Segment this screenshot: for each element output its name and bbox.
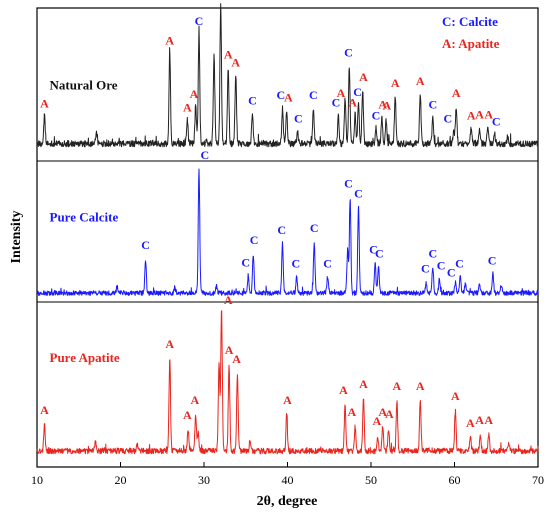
peak-label: A bbox=[475, 107, 484, 121]
legend-calcite: C: Calcite bbox=[442, 14, 498, 29]
peak-label: C bbox=[250, 233, 259, 247]
peak-label: C bbox=[277, 223, 286, 237]
peak-label: A bbox=[451, 389, 460, 403]
peak-label: A bbox=[190, 87, 199, 101]
peak-label: A bbox=[190, 393, 199, 407]
peak-label: A bbox=[484, 107, 493, 121]
peak-label: C bbox=[332, 96, 341, 110]
peak-label: A bbox=[416, 74, 425, 88]
series-name-label: Natural Ore bbox=[50, 78, 118, 93]
peak-label: C bbox=[200, 148, 209, 162]
peak-label: A bbox=[348, 96, 357, 110]
peak-label: A bbox=[284, 91, 293, 105]
x-tick-label: 70 bbox=[532, 473, 544, 487]
peak-label: A bbox=[467, 108, 476, 122]
peak-label: A bbox=[40, 97, 49, 111]
x-tick-label: 60 bbox=[449, 473, 461, 487]
series-layer bbox=[36, 3, 539, 455]
peak-label: C bbox=[488, 254, 497, 268]
x-tick-label: 30 bbox=[198, 473, 210, 487]
peak-label: C bbox=[447, 265, 456, 279]
peak-label: C bbox=[248, 94, 257, 108]
peak-label: A bbox=[347, 405, 356, 419]
peak-label: C bbox=[344, 45, 353, 59]
peak-label: A bbox=[475, 413, 484, 427]
peak-label: C bbox=[241, 255, 250, 269]
peak-label: A bbox=[224, 293, 233, 307]
peak-label: A bbox=[339, 383, 348, 397]
peak-label: A bbox=[391, 76, 400, 90]
peak-label: A bbox=[466, 416, 475, 430]
x-axis-label: 2θ, degree bbox=[257, 494, 318, 509]
peak-label: C bbox=[492, 114, 501, 128]
peak-label: A bbox=[231, 55, 240, 69]
series-name-label: Pure Apatite bbox=[50, 350, 120, 365]
peak-label: A bbox=[225, 343, 234, 357]
series-line bbox=[36, 310, 539, 455]
peak-label: C bbox=[141, 238, 150, 252]
peak-label: A bbox=[183, 408, 192, 422]
peak-label: C bbox=[375, 247, 384, 261]
peak-label: A bbox=[337, 86, 346, 100]
peak-label: A bbox=[283, 393, 292, 407]
peak-label: C bbox=[276, 88, 285, 102]
x-tick-label: 20 bbox=[115, 473, 127, 487]
peak-label: A bbox=[452, 86, 461, 100]
peak-label: A bbox=[359, 377, 368, 391]
peak-label: A bbox=[40, 403, 49, 417]
peak-label: C bbox=[323, 256, 332, 270]
peak-label: C bbox=[428, 247, 437, 261]
y-axis-label: Intensity bbox=[9, 211, 24, 264]
peak-label: C bbox=[421, 261, 430, 275]
x-tick-label: 40 bbox=[282, 473, 294, 487]
peak-label: C bbox=[310, 221, 319, 235]
peak-label: A bbox=[165, 34, 174, 48]
peak-label: C bbox=[309, 88, 318, 102]
peak-label: A bbox=[383, 99, 392, 113]
x-tick-label: 10 bbox=[31, 473, 43, 487]
peak-label: C bbox=[455, 256, 464, 270]
peak-label: A bbox=[378, 98, 387, 112]
peak-label: C bbox=[372, 108, 381, 122]
peak-label: A bbox=[224, 47, 233, 61]
peak-label: C bbox=[443, 111, 452, 125]
peak-label: C bbox=[437, 258, 446, 272]
peak-label: A bbox=[232, 352, 241, 366]
series-name-label: Pure Calcite bbox=[50, 209, 119, 224]
series-line bbox=[36, 3, 539, 148]
peak-label: C bbox=[344, 177, 353, 191]
peak-label: A bbox=[183, 101, 192, 115]
peak-label: A bbox=[416, 379, 425, 393]
peak-label: A bbox=[165, 337, 174, 351]
x-axis: 10 20 30 40 50 60 70 bbox=[31, 462, 544, 487]
peak-label: C bbox=[369, 243, 378, 257]
series-line bbox=[36, 168, 539, 296]
peak-label: C bbox=[195, 14, 204, 28]
legend-apatite: A: Apatite bbox=[442, 36, 500, 51]
peak-label: A bbox=[359, 70, 368, 84]
peak-label: A bbox=[484, 413, 493, 427]
peak-label: C bbox=[428, 98, 437, 112]
x-tick-label: 50 bbox=[365, 473, 377, 487]
peak-label: C bbox=[292, 256, 301, 270]
peak-label: A bbox=[393, 379, 402, 393]
peak-label: C bbox=[354, 187, 363, 201]
peak-label: C bbox=[294, 111, 303, 125]
peak-label: C bbox=[353, 85, 362, 99]
peak-label: A bbox=[373, 414, 382, 428]
peak-label: A bbox=[378, 405, 387, 419]
peak-label: A bbox=[385, 407, 394, 421]
